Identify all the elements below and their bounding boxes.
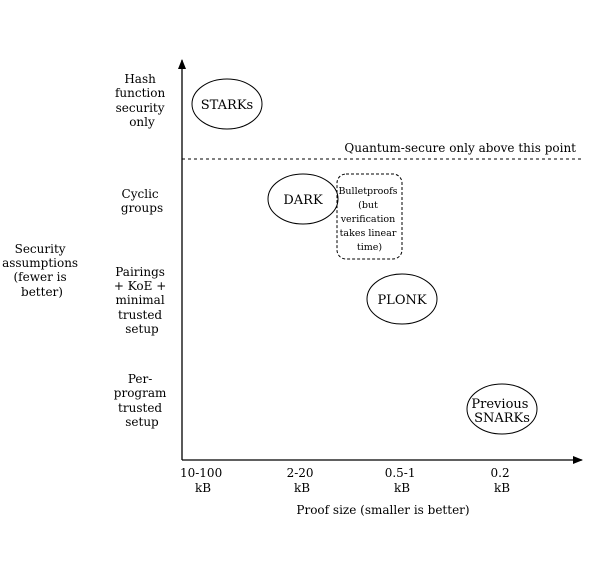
x-tick-0.5-1kb: 0.5-1 kB [385, 466, 420, 495]
quantum-threshold-label: Quantum-secure only above this point [344, 141, 576, 155]
scheme-starks-label: STARKs [201, 98, 253, 113]
y-axis-title: Security assumptions (fewer is better) [2, 242, 82, 299]
scheme-previous-snarks: Previous SNARKs [466, 383, 538, 435]
scheme-dark: DARK [267, 173, 339, 225]
scheme-previous-snarks-ellipse [466, 383, 538, 435]
scheme-bulletproofs-box [336, 173, 403, 260]
y-level-cyclic-groups: Cyclic groups [121, 187, 163, 215]
scheme-plonk-ellipse [366, 273, 438, 325]
y-axis-title-line: (fewer is [14, 270, 67, 284]
y-level-pairings: Pairings + KoE + minimal trusted setup [114, 265, 170, 336]
scheme-bulletproofs-label: Bulletproofs (but verification takes lin… [338, 186, 400, 253]
x-tick-0.2kb: 0.2 kB [491, 466, 514, 495]
x-tick-10-100kb: 10-100 kB [180, 466, 226, 495]
scheme-dark-ellipse [267, 173, 339, 225]
scheme-previous-snarks-label: Previous SNARKs [471, 397, 532, 426]
scheme-bulletproofs: Bulletproofs (but verification takes lin… [336, 173, 403, 260]
y-axis-title-line: assumptions [2, 256, 78, 270]
scheme-plonk: PLONK [366, 273, 438, 325]
scheme-dark-label: DARK [283, 193, 323, 208]
y-level-hash-function: Hash function security only [115, 72, 169, 129]
x-axis-title: Proof size (smaller is better) [296, 503, 469, 517]
y-axis-title-line: better) [21, 285, 63, 299]
scheme-plonk-label: PLONK [377, 293, 426, 308]
scheme-starks: STARKs [191, 78, 263, 130]
y-level-per-program: Per- program trusted setup [114, 372, 170, 429]
x-tick-2-20kb: 2-20 kB [287, 466, 318, 495]
y-axis-title-line: Security [15, 242, 66, 256]
scheme-starks-ellipse [191, 78, 263, 130]
